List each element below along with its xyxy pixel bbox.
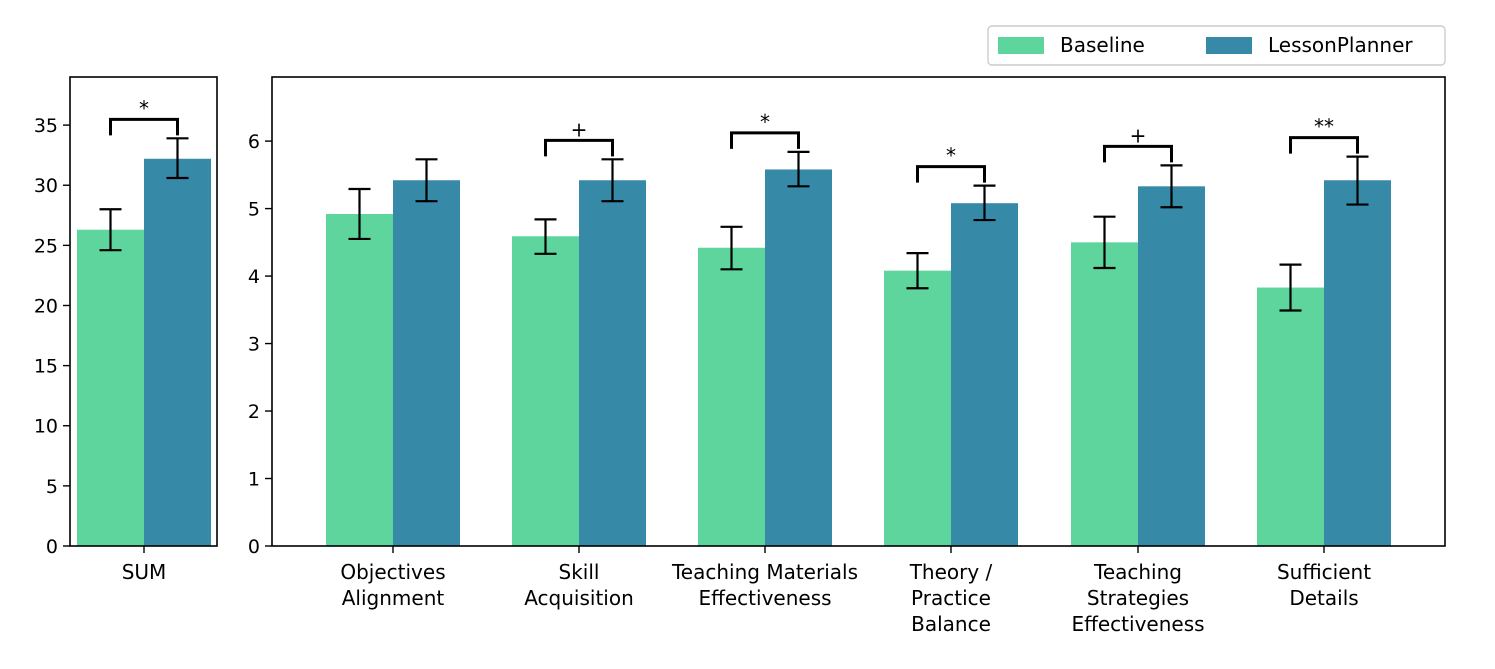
y-tick-label: 15 (34, 356, 58, 378)
bar-lessonplanner-4 (951, 203, 1018, 547)
error-bar-lessonplanner-2 (601, 158, 624, 203)
y-tick-label: 10 (34, 416, 58, 438)
bar-baseline-2 (512, 236, 579, 546)
x-tick-label: Teaching Materials Effectiveness (671, 560, 858, 610)
bar-baseline-3 (698, 247, 765, 546)
error-bar-lessonplanner-4 (973, 184, 996, 222)
y-tick-label: 4 (248, 266, 260, 288)
y-tick-label: 2 (248, 401, 260, 423)
significance-bracket-line (109, 117, 179, 136)
x-tick-label-line: Acquisition (524, 586, 634, 610)
x-tick-label-line: Sufficient (1277, 560, 1371, 584)
significance-bracket-6: ** (1289, 115, 1359, 154)
y-tick-label: 30 (34, 175, 58, 197)
significance-bracket-line (1103, 144, 1173, 163)
bar-lessonplanner-2 (579, 180, 646, 546)
x-tick-label-line: Skill (559, 560, 600, 584)
error-bar-baseline-6 (1279, 263, 1302, 312)
error-bar-baseline-1 (348, 187, 371, 241)
x-tick-label: Objectives Alignment (340, 560, 445, 610)
significance-bracket-3: * (730, 110, 800, 149)
x-tick-label-line: Strategies (1087, 586, 1189, 610)
bar-lessonplanner-1 (144, 158, 211, 546)
legend: Baseline LessonPlanner (987, 25, 1446, 66)
x-tick-label-line: Balance (911, 612, 991, 636)
y-tick-label: 3 (248, 334, 260, 356)
bar-lessonplanner-3 (765, 169, 832, 546)
significance-bracket-line (730, 131, 800, 149)
error-bar-baseline-2 (534, 218, 557, 255)
significance-bracket-2: + (544, 117, 614, 157)
bar-baseline-1 (326, 213, 393, 546)
axes-frame (271, 76, 1446, 547)
x-tick-label: Skill Acquisition (524, 560, 634, 610)
significance-bracket-line (1289, 136, 1359, 154)
error-bar-lessonplanner-5 (1160, 164, 1183, 209)
legend-label-lessonplanner: LessonPlanner (1268, 33, 1413, 57)
x-tick-label-line: Teaching (1093, 560, 1182, 584)
error-bar-lessonplanner-1 (166, 137, 189, 180)
error-bar-baseline-5 (1093, 215, 1116, 270)
significance-label: ** (1314, 115, 1334, 139)
bar-baseline-4 (884, 270, 951, 546)
x-tick-label-line: Theory / (909, 560, 993, 584)
y-tick-label: 1 (248, 469, 260, 491)
bar-lessonplanner-6 (1324, 180, 1391, 546)
significance-bracket-1: * (109, 96, 179, 136)
significance-bracket-line (916, 165, 986, 183)
x-tick-label-line: Practice (911, 586, 991, 610)
error-bar-baseline-4 (906, 252, 929, 290)
x-tick-label-line: Teaching Materials (671, 560, 858, 584)
error-bar-baseline-3 (720, 225, 743, 271)
error-bar-baseline-1 (99, 208, 122, 252)
legend-swatch-baseline (998, 37, 1044, 54)
error-bar-lessonplanner-3 (787, 150, 810, 188)
significance-bracket-5: + (1103, 123, 1173, 163)
y-tick-label: 0 (248, 536, 260, 558)
x-tick-label: Theory / Practice Balance (909, 560, 993, 636)
y-tick-label: 25 (34, 235, 58, 257)
error-bar-lessonplanner-6 (1346, 155, 1369, 206)
legend-label-baseline: Baseline (1060, 33, 1145, 57)
error-bar-lessonplanner-1 (415, 158, 438, 203)
x-tick-label: Teaching Strategies Effectiveness (1071, 560, 1204, 636)
y-tick-label: 5 (248, 199, 260, 221)
x-tick-label-line: Details (1289, 586, 1358, 610)
y-tick-label: 5 (46, 476, 58, 498)
bar-lessonplanner-1 (393, 180, 460, 546)
significance-label: * (760, 110, 770, 134)
y-tick-label: 35 (34, 115, 58, 137)
significance-label: * (946, 144, 956, 168)
bar-baseline-5 (1071, 242, 1138, 546)
y-tick-label: 6 (248, 131, 260, 153)
significance-label: * (139, 96, 149, 120)
significance-label: + (571, 117, 588, 141)
x-tick-label-line: Effectiveness (1071, 612, 1204, 636)
x-tick-label-line: Alignment (342, 586, 445, 610)
y-tick-label: 20 (34, 295, 58, 317)
legend-swatch-lessonplanner (1206, 37, 1252, 54)
significance-bracket-line (544, 138, 614, 157)
bar-lessonplanner-5 (1138, 186, 1205, 546)
x-tick-label: Sufficient Details (1277, 560, 1371, 610)
x-tick-label: SUM (122, 560, 167, 584)
significance-bracket-4: * (916, 144, 986, 183)
significance-label: + (1130, 123, 1147, 147)
bar-baseline-6 (1257, 287, 1324, 546)
x-tick-label-line: Objectives (340, 560, 445, 584)
y-tick-label: 0 (46, 536, 58, 558)
chart-panel-1: * 0 5 10 15 20 25 30 35 SUM (34, 76, 218, 584)
x-tick-label-line: SUM (122, 560, 167, 584)
x-tick-label-line: Effectiveness (698, 586, 831, 610)
bar-baseline-1 (77, 229, 144, 546)
